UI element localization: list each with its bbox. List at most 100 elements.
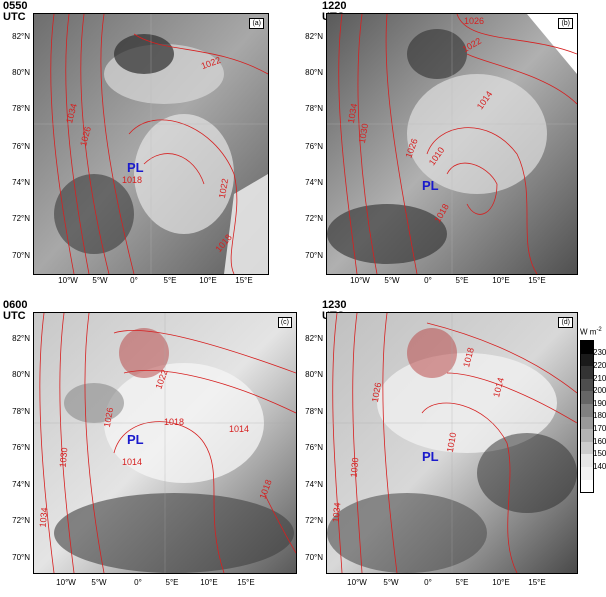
lat-label: 78°N bbox=[305, 104, 323, 113]
colorbar bbox=[580, 340, 594, 494]
colorbar-swatch bbox=[581, 479, 593, 493]
panel-b-label: (b) bbox=[558, 18, 573, 29]
colorbar-tick: 170 bbox=[593, 424, 606, 433]
lon-label: 10°W bbox=[347, 578, 367, 587]
panel-d-map: (d) PL 1018 1014 1026 1010 1030 1034 bbox=[326, 312, 578, 574]
lat-label: 82°N bbox=[12, 32, 30, 41]
lon-label: 10°E bbox=[492, 578, 510, 587]
panel-c-isobar-label: 1018 bbox=[164, 417, 185, 427]
lon-label: 0° bbox=[424, 276, 432, 285]
lat-label: 82°N bbox=[305, 32, 323, 41]
lon-label: 0° bbox=[424, 578, 432, 587]
lon-label: 5°W bbox=[91, 578, 107, 587]
colorbar-tick: 160 bbox=[593, 437, 606, 446]
colorbar-swatch bbox=[581, 366, 593, 379]
colorbar-tick: 210 bbox=[593, 374, 606, 383]
colorbar-tick: 190 bbox=[593, 399, 606, 408]
colorbar-swatch bbox=[581, 416, 593, 430]
lat-label: 74°N bbox=[305, 178, 323, 187]
panel-a-isobar-label: 1018 bbox=[122, 175, 143, 185]
panel-a-title: 0550 UTC bbox=[3, 0, 28, 23]
panel-c-label: (c) bbox=[277, 317, 292, 328]
lon-label: 0° bbox=[130, 276, 138, 285]
lon-label: 10°W bbox=[350, 276, 370, 285]
lon-label: 10°E bbox=[200, 578, 218, 587]
lon-label: 15°E bbox=[235, 276, 253, 285]
panel-c-isobar-label: 1034 bbox=[37, 507, 50, 528]
lat-label: 74°N bbox=[305, 480, 323, 489]
panel-d-label: (d) bbox=[558, 317, 573, 328]
lon-label: 5°W bbox=[92, 276, 108, 285]
lon-label: 10°E bbox=[199, 276, 217, 285]
colorbar-swatch bbox=[581, 441, 593, 455]
lon-label: 5°E bbox=[455, 578, 469, 587]
colorbar-unit-text: W m bbox=[580, 327, 597, 337]
colorbar-unit: W m-2 bbox=[580, 327, 602, 337]
lat-label: 76°N bbox=[305, 142, 323, 151]
colorbar-tick: 140 bbox=[593, 462, 606, 471]
panel-a-label: (a) bbox=[249, 18, 264, 29]
lon-label: 15°E bbox=[528, 276, 546, 285]
lon-label: 10°W bbox=[56, 578, 76, 587]
lat-label: 70°N bbox=[305, 553, 323, 562]
panel-b-map: (b) PL 1026 1022 1034 1030 1026 1014 101… bbox=[326, 13, 578, 275]
panel-a-map: (a) PL 1034 1022 1026 1018 1018 1022 bbox=[33, 13, 269, 275]
panel-d-satellite-image bbox=[327, 313, 577, 573]
lat-label: 72°N bbox=[12, 214, 30, 223]
lat-label: 72°N bbox=[305, 516, 323, 525]
panel-b-satellite-image bbox=[327, 14, 577, 274]
colorbar-swatch bbox=[581, 403, 593, 417]
lat-label: 80°N bbox=[305, 370, 323, 379]
lat-label: 74°N bbox=[12, 178, 30, 187]
lat-label: 78°N bbox=[305, 407, 323, 416]
panel-c-satellite-image bbox=[34, 313, 296, 573]
panel-c-pl-marker: PL bbox=[127, 432, 144, 447]
colorbar-unit-sup: -2 bbox=[596, 327, 602, 333]
colorbar-tick: 230 bbox=[593, 348, 606, 357]
panel-d-isobar-label: 1034 bbox=[330, 502, 343, 523]
lat-label: 80°N bbox=[12, 68, 30, 77]
lon-label: 10°E bbox=[492, 276, 510, 285]
lat-label: 80°N bbox=[12, 370, 30, 379]
panel-b-pl-marker: PL bbox=[422, 178, 439, 193]
colorbar-swatch bbox=[581, 391, 593, 404]
panel-c-map: (c) PL 1022 1018 1014 1026 1030 1034 101… bbox=[33, 312, 297, 574]
lat-label: 76°N bbox=[305, 443, 323, 452]
lon-label: 5°E bbox=[165, 578, 179, 587]
colorbar-tick: 150 bbox=[593, 449, 606, 458]
lat-label: 70°N bbox=[305, 251, 323, 260]
colorbar-tick: 180 bbox=[593, 411, 606, 420]
lon-label: 5°E bbox=[163, 276, 177, 285]
colorbar-swatch bbox=[581, 353, 593, 367]
lat-label: 82°N bbox=[12, 334, 30, 343]
colorbar-swatch bbox=[581, 429, 593, 442]
panel-d-pl-marker: PL bbox=[422, 449, 439, 464]
colorbar-tick: 200 bbox=[593, 386, 606, 395]
lat-label: 72°N bbox=[305, 214, 323, 223]
lat-label: 76°N bbox=[12, 142, 30, 151]
lat-label: 70°N bbox=[12, 251, 30, 260]
panel-d-isobar-label: 1030 bbox=[348, 457, 361, 478]
lon-label: 5°W bbox=[384, 276, 400, 285]
colorbar-swatch bbox=[581, 378, 593, 392]
lat-label: 74°N bbox=[12, 480, 30, 489]
panel-c-isobar-label: 1030 bbox=[57, 447, 70, 468]
panel-c-title: 0600 UTC bbox=[3, 299, 28, 322]
panel-c-isobar-label: 1014 bbox=[122, 457, 143, 467]
lat-label: 72°N bbox=[12, 516, 30, 525]
lon-label: 5°E bbox=[455, 276, 469, 285]
lon-label: 15°E bbox=[237, 578, 255, 587]
panel-c-isobar-label: 1014 bbox=[229, 424, 250, 434]
lat-label: 80°N bbox=[305, 68, 323, 77]
colorbar-tick: 220 bbox=[593, 361, 606, 370]
colorbar-swatch bbox=[581, 466, 593, 480]
colorbar-swatch bbox=[581, 454, 593, 467]
panel-a-pl-marker: PL bbox=[127, 160, 144, 175]
lon-label: 5°W bbox=[383, 578, 399, 587]
lon-label: 0° bbox=[134, 578, 142, 587]
panel-a-satellite-image bbox=[34, 14, 268, 274]
lon-label: 10°W bbox=[58, 276, 78, 285]
lat-label: 78°N bbox=[12, 407, 30, 416]
lat-label: 82°N bbox=[305, 334, 323, 343]
colorbar-swatch bbox=[581, 341, 593, 354]
